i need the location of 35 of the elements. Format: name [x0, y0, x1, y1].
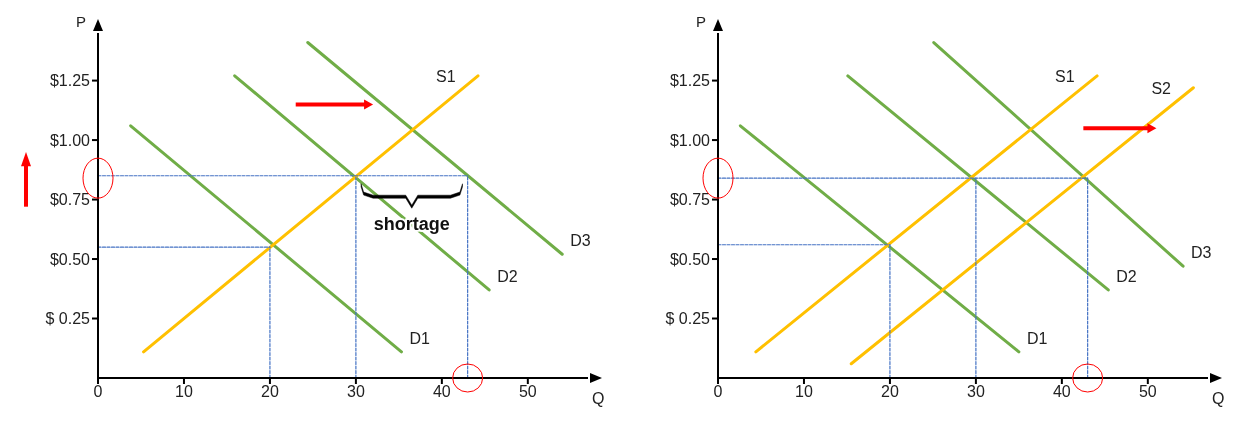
- series-label: D3: [570, 232, 591, 250]
- series-label: D1: [1026, 329, 1048, 347]
- y-tick-label: $1.25: [669, 72, 711, 90]
- x-tick-label: 40: [432, 383, 451, 401]
- x-tick-label: 50: [518, 383, 537, 401]
- y-tick-label: $1.00: [669, 131, 711, 149]
- series-label: S2: [1151, 79, 1172, 97]
- x-tick-label: 10: [175, 383, 193, 401]
- x-tick-label: 0: [93, 383, 103, 401]
- series-label: S1: [1055, 67, 1075, 85]
- y-tick-label: $1.00: [49, 131, 91, 149]
- y-axis-title: P: [696, 13, 707, 30]
- series-label: D1: [409, 329, 431, 347]
- series-label: D2: [497, 267, 518, 285]
- y-axis-title: P: [76, 13, 87, 30]
- y-tick-label: $0.75: [669, 191, 711, 209]
- x-tick-label: 20: [881, 383, 899, 401]
- y-tick-label: $ 0.25: [45, 310, 91, 328]
- x-tick-label: 10: [795, 383, 813, 401]
- x-tick-label: 0: [713, 383, 723, 401]
- x-tick-label: 50: [1138, 383, 1157, 401]
- x-tick-label: 40: [1052, 383, 1071, 401]
- x-tick-label: 30: [347, 383, 365, 401]
- y-tick-label: $ 0.25: [665, 310, 711, 328]
- y-tick-label: $0.50: [669, 250, 711, 268]
- x-tick-label: 20: [261, 383, 279, 401]
- series-label: D2: [1116, 267, 1137, 285]
- y-tick-label: $0.50: [49, 250, 91, 268]
- x-axis-title: Q: [592, 390, 605, 407]
- x-tick-label: 30: [967, 383, 985, 401]
- y-tick-label: $0.75: [49, 191, 91, 209]
- series-label: S1: [435, 67, 456, 85]
- y-tick-label: $1.25: [49, 72, 91, 90]
- x-axis-title: Q: [1212, 390, 1225, 407]
- series-label: D3: [1191, 244, 1212, 262]
